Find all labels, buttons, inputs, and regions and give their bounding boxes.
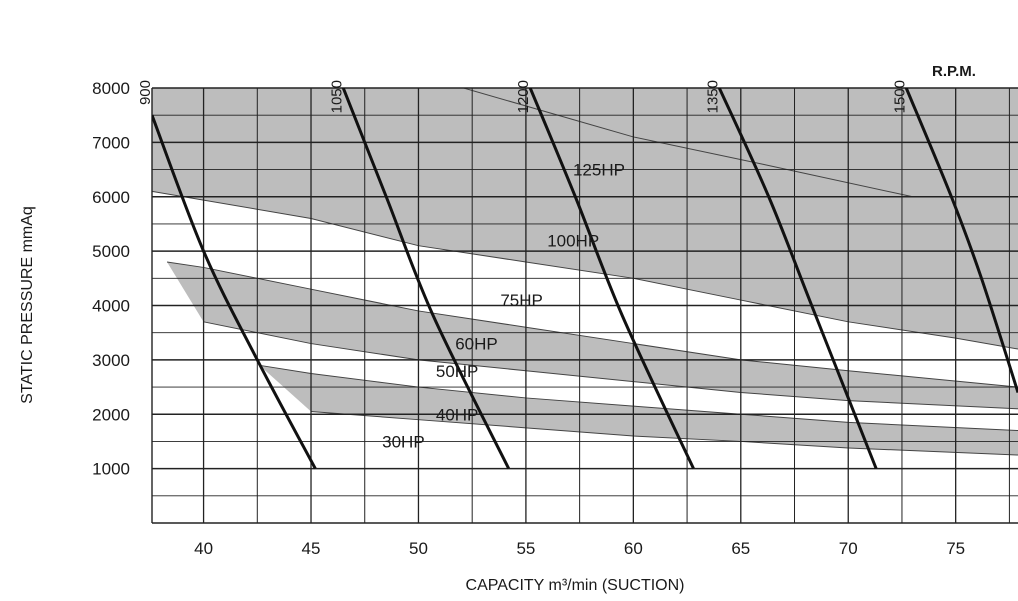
y-tick-label: 6000 <box>92 188 130 207</box>
x-tick-label: 45 <box>302 539 321 558</box>
grid-lines <box>151 87 1018 524</box>
y-tick-label: 2000 <box>92 405 130 424</box>
x-tick-label: 75 <box>946 539 965 558</box>
y-tick-label: 7000 <box>92 133 130 152</box>
band-60hp <box>167 262 1018 409</box>
power-labels: 125HP 100HP 75HP 60HP 50HP 40HP 30HP <box>382 161 625 452</box>
rpm-curves <box>152 88 1018 470</box>
y-axis-title: STATIC PRESSURE mmAq <box>19 206 36 404</box>
x-tick-label: 60 <box>624 539 643 558</box>
y-tick-label: 1000 <box>92 460 130 479</box>
y-tick-label: 5000 <box>92 242 130 261</box>
y-tick-labels: 1000 2000 3000 4000 5000 6000 7000 8000 <box>92 79 130 479</box>
rpm-label-1200: 1200 <box>515 80 532 113</box>
x-tick-labels: 40 45 50 55 60 65 70 75 <box>194 539 965 558</box>
rpm-curve-1200 <box>528 88 695 470</box>
rpm-label-1500: 1500 <box>891 80 908 113</box>
rpm-unit-label: R.P.M. <box>932 63 976 80</box>
rpm-label-900: 900 <box>137 80 154 105</box>
x-tick-label: 50 <box>409 539 428 558</box>
rpm-curve-1050 <box>341 88 511 470</box>
rpm-label-1050: 1050 <box>328 80 345 113</box>
power-label-75hp: 75HP <box>500 291 543 310</box>
y-tick-label: 4000 <box>92 297 130 316</box>
x-tick-label: 70 <box>839 539 858 558</box>
power-label-125hp: 125HP <box>573 161 625 180</box>
x-axis-title: CAPACITY m³/min (SUCTION) <box>466 577 685 594</box>
power-label-60hp: 60HP <box>455 335 498 354</box>
power-label-40hp: 40HP <box>436 405 479 424</box>
band-40hp <box>259 365 1018 456</box>
rpm-label-1350: 1350 <box>704 80 721 113</box>
rpm-curve-1500 <box>904 88 1018 393</box>
power-label-50hp: 50HP <box>436 362 479 381</box>
band-edge-125hp-upper <box>463 88 913 198</box>
power-label-30hp: 30HP <box>382 432 425 451</box>
x-tick-label: 65 <box>731 539 750 558</box>
power-label-100hp: 100HP <box>547 231 599 250</box>
rpm-curve-900 <box>152 114 317 470</box>
rpm-curve-1350 <box>717 88 878 470</box>
x-tick-label: 55 <box>516 539 535 558</box>
y-tick-label: 3000 <box>92 351 130 370</box>
rpm-labels: 900 1050 1200 1350 1500 <box>137 80 908 113</box>
y-tick-label: 8000 <box>92 79 130 98</box>
x-tick-label: 40 <box>194 539 213 558</box>
